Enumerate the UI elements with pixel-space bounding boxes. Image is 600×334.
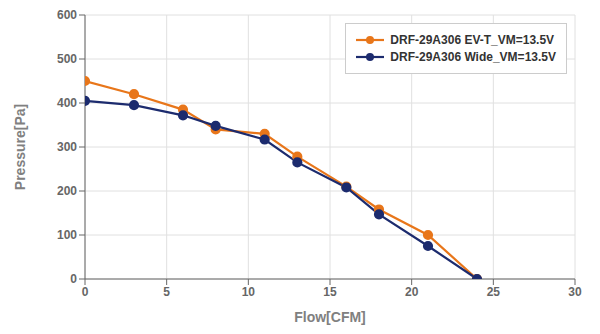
svg-text:500: 500 bbox=[57, 52, 77, 66]
html-text:DRF-29A306 EV-T_VM=13.5V: DRF-29A306 EV-T_VM=13.5V bbox=[390, 33, 555, 47]
svg-text:300: 300 bbox=[57, 140, 77, 154]
svg-text:200: 200 bbox=[57, 184, 77, 198]
svg-text:Pressure[Pa]: Pressure[Pa] bbox=[12, 104, 28, 190]
svg-text:5: 5 bbox=[163, 285, 170, 299]
svg-text:0: 0 bbox=[70, 272, 77, 286]
svg-text:20: 20 bbox=[405, 285, 419, 299]
html-text:DRF-29A306 Wide_VM=13.5V: DRF-29A306 Wide_VM=13.5V bbox=[390, 50, 556, 64]
svg-text:30: 30 bbox=[568, 285, 582, 299]
svg-text:15: 15 bbox=[323, 285, 337, 299]
svg-text:100: 100 bbox=[57, 228, 77, 242]
svg-text:0: 0 bbox=[82, 285, 89, 299]
svg-text:600: 600 bbox=[57, 8, 77, 22]
svg-text:Flow[CFM]: Flow[CFM] bbox=[294, 309, 366, 325]
svg-text:400: 400 bbox=[57, 96, 77, 110]
svg-text:10: 10 bbox=[242, 285, 256, 299]
svg-text:25: 25 bbox=[487, 285, 501, 299]
